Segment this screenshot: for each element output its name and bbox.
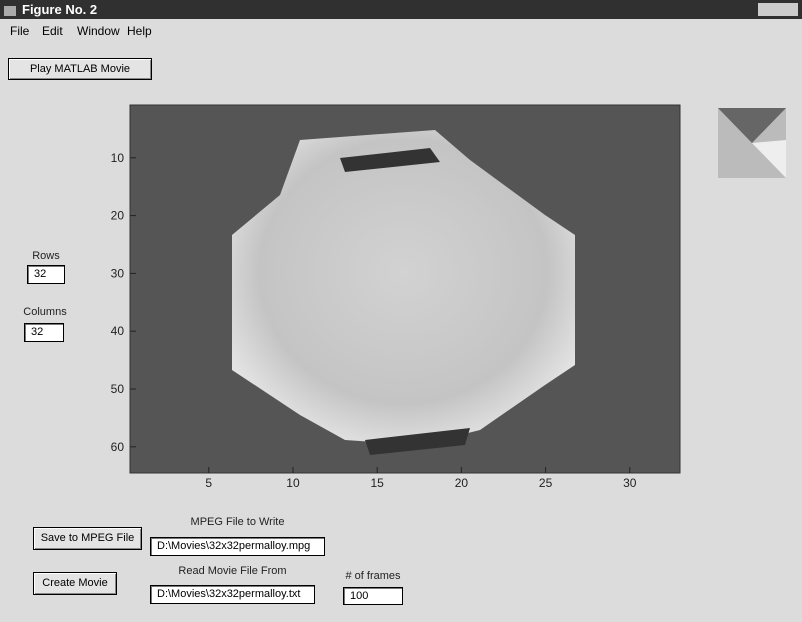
x-tick-label: 20 [455, 476, 469, 490]
y-tick-label: 60 [111, 440, 125, 454]
y-tick-label: 30 [111, 266, 125, 280]
x-tick-label: 5 [205, 476, 212, 490]
y-tick-label: 50 [111, 382, 125, 396]
y-tick-label: 10 [111, 151, 125, 165]
mpeg-file-label: MPEG File to Write [150, 516, 325, 528]
x-tick-label: 10 [286, 476, 300, 490]
matlab-window: Figure No. 2 File Edit Window Help Play … [0, 0, 802, 622]
x-tick-label: 15 [371, 476, 385, 490]
y-tick-label: 20 [111, 209, 125, 223]
rows-label: Rows [25, 250, 67, 262]
columns-input[interactable]: 32 [24, 323, 64, 342]
y-tick-label: 40 [111, 324, 125, 338]
movie-file-label: Read Movie File From [150, 565, 315, 577]
rows-input[interactable]: 32 [27, 265, 65, 284]
create-movie-button[interactable]: Create Movie [33, 572, 117, 595]
movie-file-input[interactable]: D:\Movies\32x32permalloy.txt [150, 585, 315, 604]
frames-label: # of frames [340, 570, 406, 582]
mpeg-file-input[interactable]: D:\Movies\32x32permalloy.mpg [150, 537, 325, 556]
frames-input[interactable]: 100 [343, 587, 403, 605]
x-tick-label: 25 [539, 476, 553, 490]
columns-label: Columns [20, 306, 70, 318]
save-mpeg-button[interactable]: Save to MPEG File [33, 527, 142, 550]
x-tick-label: 30 [623, 476, 637, 490]
